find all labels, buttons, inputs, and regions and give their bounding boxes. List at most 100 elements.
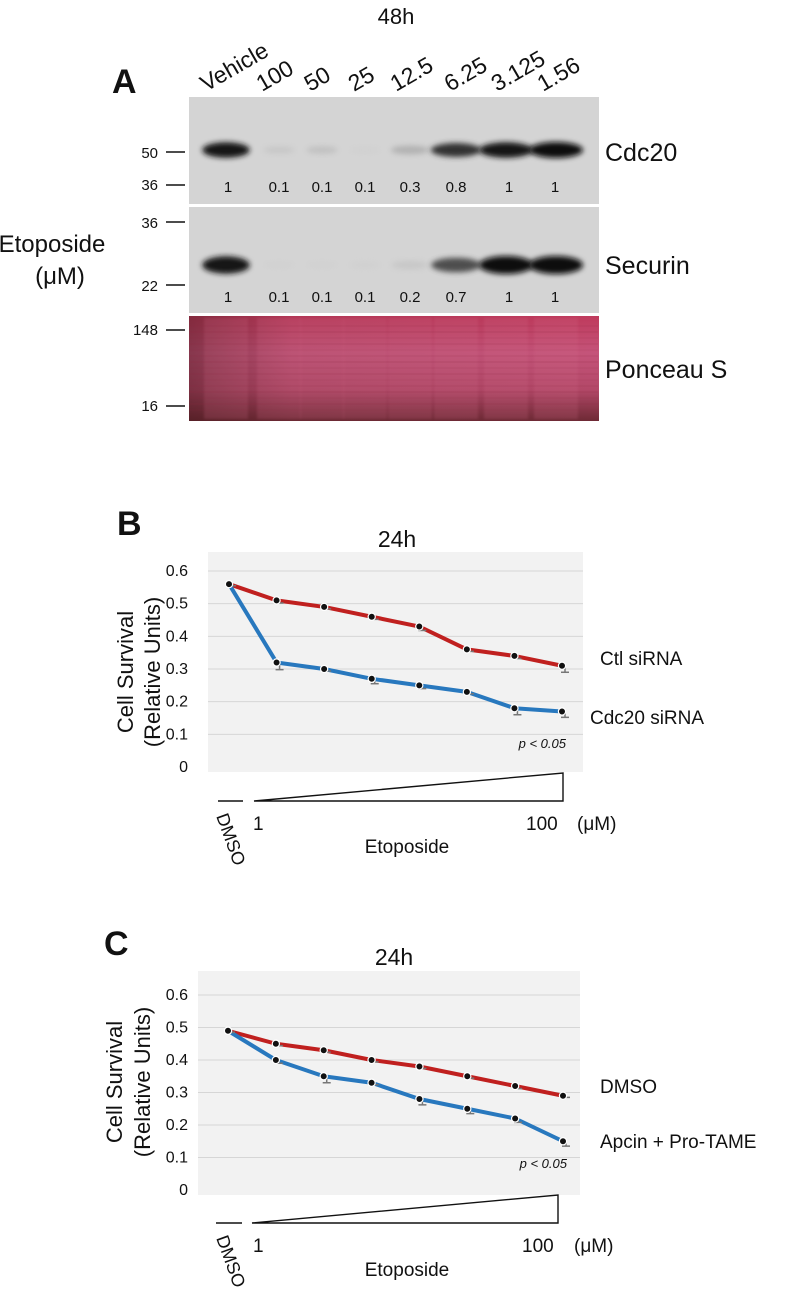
protein-band [349, 261, 381, 269]
protein-band [479, 142, 533, 158]
panel-c-ylabel-line1: Cell Survival [102, 1021, 127, 1143]
data-point [558, 1091, 568, 1100]
dmso-tick-label: DMSO [212, 1233, 249, 1291]
quant-value: 1 [551, 289, 559, 306]
cdc20-quantification: 1 0.1 0.1 0.1 0.3 0.8 1 1 [224, 179, 559, 196]
panel-a-letter: A [112, 63, 137, 101]
panel-c-ylabel-line2: (Relative Units) [130, 1007, 155, 1157]
etoposide-unit-label: (μM) [35, 263, 85, 290]
lane-label: 50 [300, 61, 335, 96]
cdc20-marker-50: 50 [141, 145, 158, 162]
dose-wedge [253, 772, 564, 802]
quant-value: 0.1 [312, 289, 333, 306]
data-point [462, 687, 472, 697]
quant-value: 1 [224, 289, 232, 306]
securin-marker-22: 22 [141, 278, 158, 295]
lane-label: 25 [344, 61, 379, 96]
securin-membrane [189, 207, 599, 313]
data-point [415, 681, 424, 690]
quant-value: 0.2 [400, 289, 421, 306]
panel-b-xlabel: Etoposide [365, 837, 450, 858]
data-point [510, 704, 519, 713]
ponceau-blot: 148 16 Ponceau S [133, 316, 727, 421]
quant-value: 0.1 [269, 289, 290, 306]
y-tick-label: 0.4 [166, 1052, 188, 1069]
quant-value: 0.1 [269, 179, 290, 196]
ponceau-marker-16: 16 [141, 398, 158, 415]
cdc20-bands [202, 142, 583, 158]
securin-blot: 36 22 1 0.1 0.1 0.1 0.2 0.7 1 1 Securin [141, 207, 690, 313]
protein-band [263, 146, 295, 154]
protein-band [202, 256, 250, 274]
data-point [510, 1081, 520, 1091]
dmso-tick-label: DMSO [212, 811, 249, 869]
ponceau-lane [300, 318, 344, 419]
data-point [463, 1072, 472, 1081]
data-point [319, 1072, 328, 1081]
protein-band [431, 257, 481, 273]
quant-value: 0.1 [355, 289, 376, 306]
dose-max-label: 100 [526, 814, 558, 835]
dose-unit-label: (μM) [574, 1236, 613, 1257]
panel-b-ylabel-line2: (Relative Units) [140, 597, 165, 747]
ponceau-lanes [190, 318, 598, 419]
data-point [558, 1137, 568, 1146]
panel-b-title: 24h [378, 526, 416, 552]
dose-max-label: 100 [522, 1236, 554, 1257]
protein-band [263, 261, 295, 269]
y-tick-label: 0.5 [166, 1020, 188, 1037]
data-point [415, 622, 424, 631]
series-label-ctl-sirna: Ctl siRNA [600, 649, 683, 670]
cdc20-marker-36: 36 [141, 177, 158, 194]
data-point [462, 645, 472, 654]
lane-labels: Vehicle 100 50 25 12.5 6.25 3.125 1.56 [196, 37, 585, 97]
y-tick-label: 0.4 [166, 628, 188, 645]
protein-band [529, 142, 583, 158]
data-point [367, 674, 376, 684]
lane-label: 12.5 [386, 51, 438, 96]
data-point [272, 658, 281, 667]
y-tick-label: 0.6 [166, 563, 188, 580]
dose-min-label: 1 [253, 814, 264, 835]
quant-value: 1 [551, 179, 559, 196]
panel-a: A 48h Vehicle 100 50 25 12.5 6.25 3.125 … [0, 4, 727, 421]
y-tick-label: 0.5 [166, 596, 188, 613]
data-point [463, 1104, 472, 1113]
panel-c-letter: C [104, 925, 129, 963]
panel-c-xlabel: Etoposide [365, 1260, 450, 1281]
dose-min-label: 1 [253, 1236, 264, 1257]
y-tick-label: 0 [179, 759, 188, 776]
y-tick-label: 0.1 [166, 726, 188, 743]
y-tick-label: 0.1 [166, 1150, 188, 1167]
y-tick-label: 0.3 [166, 661, 188, 678]
series-label-apcin-pro-tame: Apcin + Pro-TAME [600, 1132, 756, 1153]
protein-band [202, 142, 250, 158]
panel-b-chart: 0.6 0.5 0.4 0.3 0.2 0.1 0 [166, 563, 583, 776]
ponceau-blot-label: Ponceau S [605, 356, 727, 384]
data-point [367, 1055, 376, 1065]
protein-band [349, 146, 381, 154]
data-point [272, 596, 281, 605]
protein-band [430, 143, 482, 157]
panel-c-title: 24h [375, 944, 413, 970]
data-point [319, 1046, 328, 1055]
data-point [367, 612, 376, 621]
y-tick-label: 0 [179, 1182, 188, 1199]
series-line [227, 1028, 564, 1098]
panel-b-plot-area [208, 552, 583, 772]
ponceau-lane [343, 318, 387, 419]
cdc20-blot: 50 36 1 0.1 0.1 0.1 0.3 0.8 1 1 Cdc20 [141, 97, 677, 204]
y-tick-label: 0.3 [166, 1085, 188, 1102]
protein-band [390, 145, 430, 155]
ponceau-lane [257, 318, 301, 419]
protein-band [529, 256, 583, 274]
ponceau-marker-148: 148 [133, 322, 158, 339]
data-point [271, 1039, 281, 1048]
data-point [557, 661, 567, 670]
quant-value: 0.3 [400, 179, 421, 196]
securin-marker-36: 36 [141, 215, 158, 232]
data-point [415, 1062, 424, 1071]
quant-value: 1 [224, 179, 232, 196]
cdc20-blot-label: Cdc20 [605, 139, 677, 167]
